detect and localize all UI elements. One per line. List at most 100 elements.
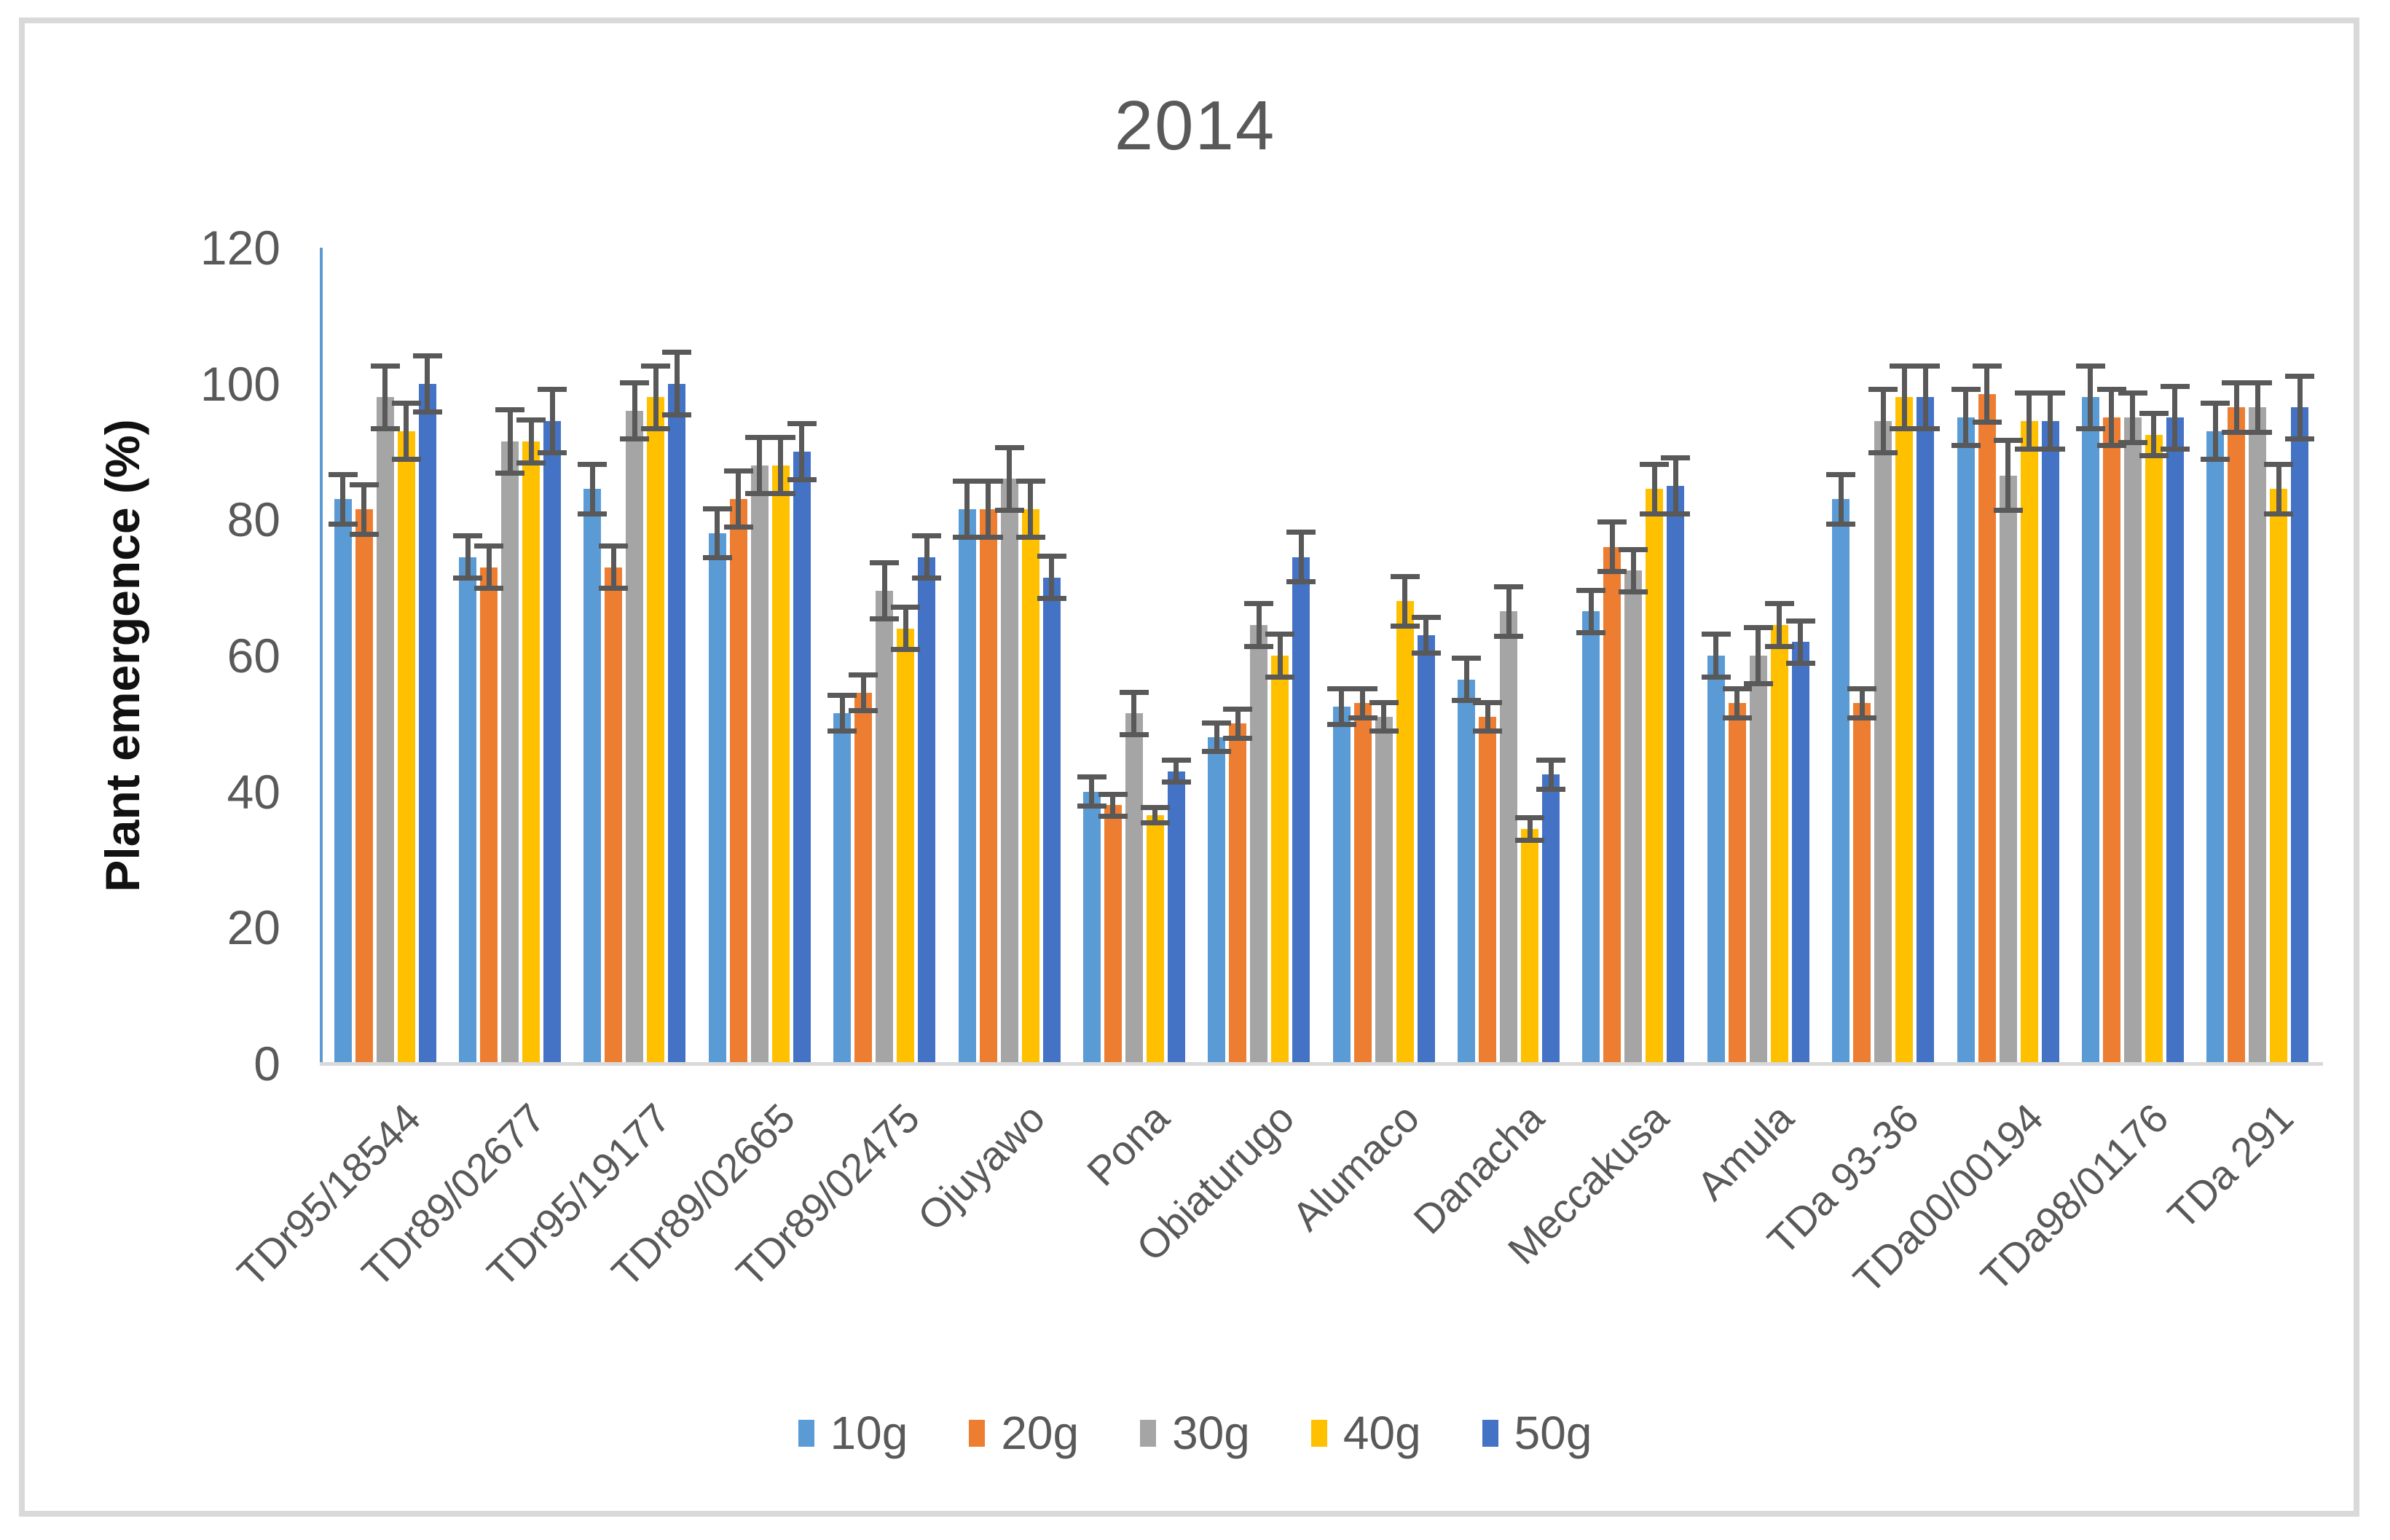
error-bar-part	[839, 693, 845, 734]
error-bar-part	[528, 417, 534, 465]
error-bar-10g-Ojuyawo	[952, 479, 982, 541]
error-bar-50g-Alumaco	[1411, 615, 1441, 656]
bar-40g-Danacha	[1521, 829, 1539, 1064]
legend: 10g 20g 30g 40g 50g	[0, 1410, 2390, 1456]
bar-30g-Pona	[1125, 713, 1143, 1064]
error-bar-part	[1277, 632, 1283, 680]
error-bar-part	[881, 560, 887, 622]
legend-swatch-icon	[1140, 1419, 1157, 1447]
y-axis-tick-label: 80	[227, 492, 280, 547]
error-bar-50g-Obiaturugo	[1286, 530, 1316, 584]
error-bar-20g-TDr95/19177	[599, 543, 629, 592]
error-bar-50g-Amula	[1785, 618, 1815, 666]
error-bar-20g-Amula	[1722, 686, 1752, 720]
error-bar-50g-TDa 93-36	[1911, 363, 1941, 431]
error-bar-50g-Pona	[1161, 758, 1191, 785]
legend-label: 20g	[1001, 1407, 1080, 1459]
y-axis-tick-label: 0	[253, 1037, 280, 1091]
error-bar-20g-TDr89/02665	[723, 468, 753, 530]
bar-20g-TDa98/01176	[2102, 417, 2120, 1064]
bar-10g-Ojuyawo	[958, 509, 976, 1064]
bar-40g-TDr89/02475	[897, 628, 915, 1064]
bar-30g-Alumaco	[1375, 717, 1393, 1064]
error-bar-part	[340, 472, 346, 527]
bar-10g-Alumaco	[1332, 707, 1351, 1064]
bar-20g-Pona	[1104, 805, 1122, 1064]
error-bar-part	[1256, 601, 1262, 649]
error-bar-part	[2276, 462, 2281, 516]
error-bar-40g-Danacha	[1515, 815, 1545, 843]
bar-20g-TDr95/18544	[355, 509, 373, 1064]
error-bar-20g-TDr89/02677	[474, 543, 504, 592]
error-bar-part	[1381, 699, 1387, 734]
bar-30g-TDr95/19177	[626, 411, 644, 1064]
error-bar-20g-Danacha	[1473, 699, 1503, 734]
error-bar-30g-Ojuyawo	[994, 444, 1024, 513]
error-bar-part	[1672, 455, 1678, 516]
error-bar-20g-TDa 291	[2222, 380, 2252, 435]
error-bar-part	[2233, 380, 2239, 435]
error-bar-30g-TDr89/02677	[495, 407, 525, 476]
bar-50g-TDr89/02677	[543, 421, 562, 1064]
bar-10g-Obiaturugo	[1208, 737, 1226, 1064]
error-bar-50g-TDa98/01176	[2160, 383, 2190, 452]
error-bar-part	[2027, 390, 2032, 452]
error-bar-part	[1028, 479, 1034, 541]
error-bar-part	[1174, 758, 1179, 785]
bar-50g-Meccakusa	[1667, 485, 1685, 1064]
bar-20g-Alumaco	[1353, 703, 1372, 1064]
legend-item-20g: 20g	[969, 1410, 1079, 1456]
bar-50g-Ojuyawo	[1042, 577, 1061, 1064]
error-bar-part	[1402, 574, 1408, 629]
error-bar-40g-TDa00/00194	[2014, 390, 2044, 452]
error-bar-part	[1798, 618, 1804, 666]
error-bar-20g-TDa98/01176	[2096, 387, 2126, 449]
bar-40g-TDa98/01176	[2145, 434, 2163, 1064]
error-bar-part	[610, 543, 616, 592]
bar-50g-Danacha	[1542, 774, 1560, 1064]
error-bar-part	[986, 479, 991, 541]
error-bar-part	[589, 462, 595, 516]
error-bar-40g-Amula	[1764, 601, 1794, 649]
error-bar-30g-TDr89/02475	[870, 560, 900, 622]
bar-40g-Meccakusa	[1646, 489, 1664, 1064]
error-bar-part	[674, 350, 680, 418]
error-bar-30g-TDa98/01176	[2118, 390, 2147, 445]
bar-30g-Amula	[1749, 656, 1767, 1064]
error-bar-10g-TDr89/02475	[828, 693, 857, 734]
error-bar-10g-TDr89/02665	[702, 506, 732, 561]
error-bar-part	[1506, 584, 1512, 639]
error-bar-10g-TDa00/00194	[1951, 387, 1981, 449]
error-bar-part	[2297, 373, 2303, 441]
error-bar-40g-TDr95/18544	[391, 401, 421, 462]
error-bar-part	[1734, 686, 1740, 720]
error-bar-part	[1527, 815, 1533, 843]
bar-40g-Ojuyawo	[1021, 509, 1039, 1064]
legend-swatch-icon	[969, 1419, 986, 1447]
error-bar-10g-Danacha	[1452, 656, 1482, 704]
error-bar-50g-TDr89/02475	[912, 533, 942, 581]
bar-40g-Obiaturugo	[1271, 656, 1289, 1064]
error-bar-50g-TDr89/02665	[787, 421, 817, 482]
bar-40g-TDr89/02677	[522, 441, 540, 1064]
error-bar-40g-TDa98/01176	[2139, 411, 2169, 459]
error-bar-30g-Meccakusa	[1619, 546, 1648, 594]
bar-10g-TDa98/01176	[2081, 397, 2099, 1064]
error-bar-part	[1630, 546, 1636, 594]
bar-10g-Danacha	[1458, 679, 1476, 1064]
error-bar-part	[1588, 587, 1594, 635]
error-bar-part	[964, 479, 970, 541]
error-bar-10g-Pona	[1077, 774, 1106, 809]
error-bar-40g-Ojuyawo	[1015, 479, 1045, 541]
error-bar-10g-Obiaturugo	[1202, 720, 1232, 755]
bar-50g-Pona	[1167, 771, 1185, 1064]
error-bar-part	[486, 543, 492, 592]
bar-30g-Danacha	[1500, 611, 1518, 1064]
legend-item-50g: 50g	[1482, 1410, 1592, 1456]
error-bar-part	[1007, 444, 1013, 513]
error-bar-part	[2109, 387, 2115, 449]
bar-50g-TDa 291	[2291, 407, 2309, 1064]
error-bar-part	[1838, 472, 1844, 527]
bar-20g-TDr89/02665	[729, 499, 747, 1064]
